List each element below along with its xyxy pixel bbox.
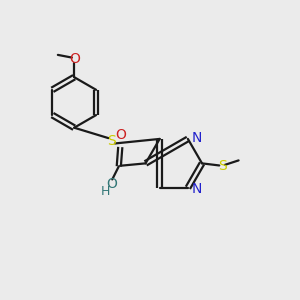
Text: O: O [69, 52, 80, 66]
Text: N: N [191, 182, 202, 196]
Text: H: H [100, 185, 110, 198]
Text: S: S [218, 159, 226, 173]
Text: N: N [191, 131, 202, 145]
Text: S: S [107, 134, 116, 148]
Text: O: O [106, 177, 117, 191]
Text: O: O [115, 128, 126, 142]
